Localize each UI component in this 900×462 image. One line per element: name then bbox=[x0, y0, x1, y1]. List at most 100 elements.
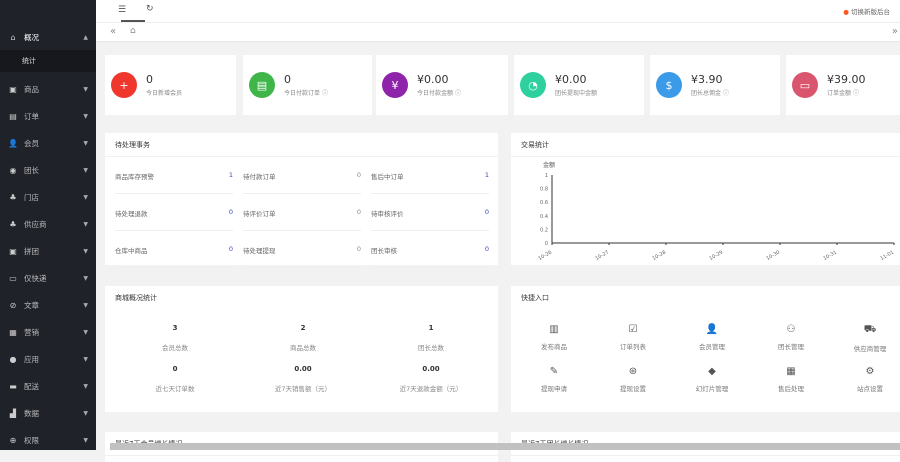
stats-title: 商城概况统计 bbox=[115, 294, 157, 302]
quick-entry[interactable]: 👤 会员管理 bbox=[677, 324, 747, 351]
sidebar-item[interactable]: ▣ 拼团 ▼ bbox=[0, 238, 96, 264]
pie-icon: ◔ bbox=[520, 72, 546, 98]
horizontal-scrollbar[interactable] bbox=[110, 443, 900, 450]
todo-item[interactable]: 待付款订单 0 bbox=[243, 171, 361, 194]
card-value: 0 bbox=[284, 73, 291, 86]
quick-entry[interactable]: ✎ 提现申请 bbox=[519, 366, 589, 393]
y-tick-label: 0.2 bbox=[540, 227, 548, 233]
sidebar-item[interactable]: ♣ 供应商 ▼ bbox=[0, 211, 96, 237]
quick-entry[interactable]: ☑ 订单列表 bbox=[598, 324, 668, 351]
supplier-icon: ♣ bbox=[9, 219, 17, 229]
sidebar-item-label: 应用 bbox=[24, 354, 39, 364]
quick-title: 快捷入口 bbox=[521, 294, 549, 302]
y-axis-label: 金额 bbox=[543, 161, 555, 169]
express-icon: ▭ bbox=[9, 273, 17, 283]
stat-item: 3 会员总数 bbox=[110, 324, 240, 352]
refresh-icon[interactable]: ↻ bbox=[146, 4, 154, 14]
stat-card: ▤ 0 今日付款订单 ⓘ bbox=[243, 55, 372, 115]
stat-value: 0 bbox=[172, 365, 178, 373]
menu-toggle-icon[interactable]: ☰ bbox=[118, 5, 127, 15]
sidebar-item[interactable]: ▟ 数据 ▼ bbox=[0, 400, 96, 426]
quick-entry[interactable]: ▦ 售后处理 bbox=[756, 366, 826, 393]
sidebar-item-label: 供应商 bbox=[24, 219, 47, 229]
scroll-left-icon[interactable]: « bbox=[110, 26, 117, 37]
stat-card: ¥ ¥0.00 今日付款金额 ⓘ bbox=[376, 55, 508, 115]
home-icon: ⌂ bbox=[10, 32, 16, 42]
sidebar-item[interactable]: ◉ 团长 ▼ bbox=[0, 157, 96, 183]
trade-chart-panel: 交易统计 金额 0 0.2 0.4 0.6 0.8 1 10-26 10-27 10-28 10-2… bbox=[511, 133, 900, 265]
help-icon[interactable]: ⓘ bbox=[853, 90, 860, 97]
todo-count: 0 bbox=[356, 245, 361, 253]
yen-icon: ¥ bbox=[382, 72, 408, 98]
switch-new-admin-link[interactable]: ● 切换新版后台 bbox=[843, 8, 890, 16]
sidebar-subitem-stats[interactable]: 统计 bbox=[0, 50, 96, 72]
sidebar-item[interactable]: ⊘ 文章 ▼ bbox=[0, 292, 96, 318]
sidebar-item-label: 概况 bbox=[24, 32, 39, 42]
x-tick-label: 10-26 bbox=[537, 250, 553, 262]
quick-entry[interactable]: ◆ 幻灯片管理 bbox=[677, 366, 747, 393]
document-icon: ▤ bbox=[9, 111, 17, 121]
quick-label: 订单列表 bbox=[620, 343, 646, 351]
todo-item[interactable]: 待处理退款 0 bbox=[115, 208, 233, 231]
todo-count: 0 bbox=[484, 245, 489, 253]
chevron-down-icon: ▼ bbox=[83, 112, 88, 120]
y-tick-label: 0.6 bbox=[540, 200, 548, 206]
stat-value: 0.00 bbox=[422, 365, 440, 373]
todo-count: 0 bbox=[356, 171, 361, 179]
x-tick-label: 10-30 bbox=[765, 250, 781, 262]
sidebar-item[interactable]: ⌂ 概况 ▲ bbox=[0, 24, 96, 50]
sitemap-icon: ⚇ bbox=[786, 324, 796, 335]
help-icon[interactable]: ⓘ bbox=[723, 90, 730, 97]
quick-entry[interactable]: ⛟ 供应商管理 bbox=[835, 324, 900, 353]
sidebar-item-label: 订单 bbox=[24, 111, 39, 121]
help-icon[interactable]: ⓘ bbox=[322, 90, 329, 97]
stat-card: ▭ ¥39.00 订单金额 ⓘ bbox=[786, 55, 900, 115]
todo-label: 待评价订单 bbox=[243, 210, 276, 218]
tab-home-icon[interactable]: ⌂ bbox=[130, 26, 136, 36]
stats-panel: 商城概况统计 3 会员总数 2 商品总数 1 团长总数 0 近七天订单数 0.00 近7天销售额（… bbox=[105, 286, 498, 412]
help-icon[interactable]: ⓘ bbox=[455, 90, 462, 97]
sidebar-item[interactable]: ● 应用 ▼ bbox=[0, 346, 96, 372]
chevron-down-icon: ▼ bbox=[83, 85, 88, 93]
todo-item[interactable]: 仓库中商品 0 bbox=[115, 245, 233, 268]
quick-label: 团长管理 bbox=[778, 343, 804, 351]
chevron-up-icon: ▲ bbox=[83, 33, 88, 41]
sidebar-item[interactable]: ▭ 仅快递 ▼ bbox=[0, 265, 96, 291]
sidebar-item-label: 商品 bbox=[24, 84, 39, 94]
sidebar-item[interactable]: ⊕ 权限 ▼ bbox=[0, 427, 96, 453]
chevron-down-icon: ▼ bbox=[83, 436, 88, 444]
todo-item[interactable]: 待评价订单 0 bbox=[243, 208, 361, 231]
quick-entry[interactable]: ⚙ 站点设置 bbox=[835, 366, 900, 393]
circle-icon: ◉ bbox=[9, 165, 17, 175]
card-label: 订单金额 bbox=[827, 90, 852, 97]
todo-item[interactable]: 团长审核 0 bbox=[371, 245, 489, 268]
card-label: 今日新增会员 bbox=[146, 90, 183, 97]
stat-item: 2 商品总数 bbox=[238, 324, 368, 352]
todo-item[interactable]: 待审核评价 0 bbox=[371, 208, 489, 231]
scroll-right-icon[interactable]: » bbox=[891, 26, 898, 37]
y-tick-label: 0.4 bbox=[540, 214, 548, 220]
todo-item[interactable]: 商品库存预警 1 bbox=[115, 171, 233, 194]
quick-entry[interactable]: ▥ 发布商品 bbox=[519, 324, 589, 351]
sidebar-item[interactable]: ▤ 订单 ▼ bbox=[0, 103, 96, 129]
app-icon: ● bbox=[9, 354, 17, 364]
todo-label: 仓库中商品 bbox=[115, 247, 148, 255]
tab-bar: « ⌂ » bbox=[96, 22, 900, 42]
todo-label: 待处理提现 bbox=[243, 247, 276, 255]
bars-icon: ▦ bbox=[786, 366, 796, 377]
todo-count: 0 bbox=[228, 208, 233, 216]
sidebar-item[interactable]: 👤 会员 ▼ bbox=[0, 130, 96, 156]
sidebar-item[interactable]: ▬ 配送 ▼ bbox=[0, 373, 96, 399]
quick-label: 提现申请 bbox=[541, 385, 567, 393]
quick-entry[interactable]: ⚇ 团长管理 bbox=[756, 324, 826, 351]
sidebar-item[interactable]: ▦ 营销 ▼ bbox=[0, 319, 96, 345]
sidebar-item[interactable]: ♣ 门店 ▼ bbox=[0, 184, 96, 210]
todo-item[interactable]: 待处理提现 0 bbox=[243, 245, 361, 268]
x-tick-label: 10-28 bbox=[651, 250, 667, 262]
todo-count: 0 bbox=[484, 208, 489, 216]
sidebar: ⌂ 概况 ▲ ▣ 商品 ▼ ▤ 订单 ▼ 👤 会员 ▼ ◉ 团长 ▼ ♣ 门店 ▼ ♣ 供应商 ▼ ▣ 拼团 ▼ ▭ 仅快递 ▼ ⊘ 文… bbox=[0, 0, 96, 450]
todo-item[interactable]: 售后中订单 1 bbox=[371, 171, 489, 194]
quick-entry[interactable]: ⊛ 提现设置 bbox=[598, 366, 668, 393]
quick-label: 站点设置 bbox=[857, 385, 883, 393]
sidebar-item[interactable]: ▣ 商品 ▼ bbox=[0, 76, 96, 102]
